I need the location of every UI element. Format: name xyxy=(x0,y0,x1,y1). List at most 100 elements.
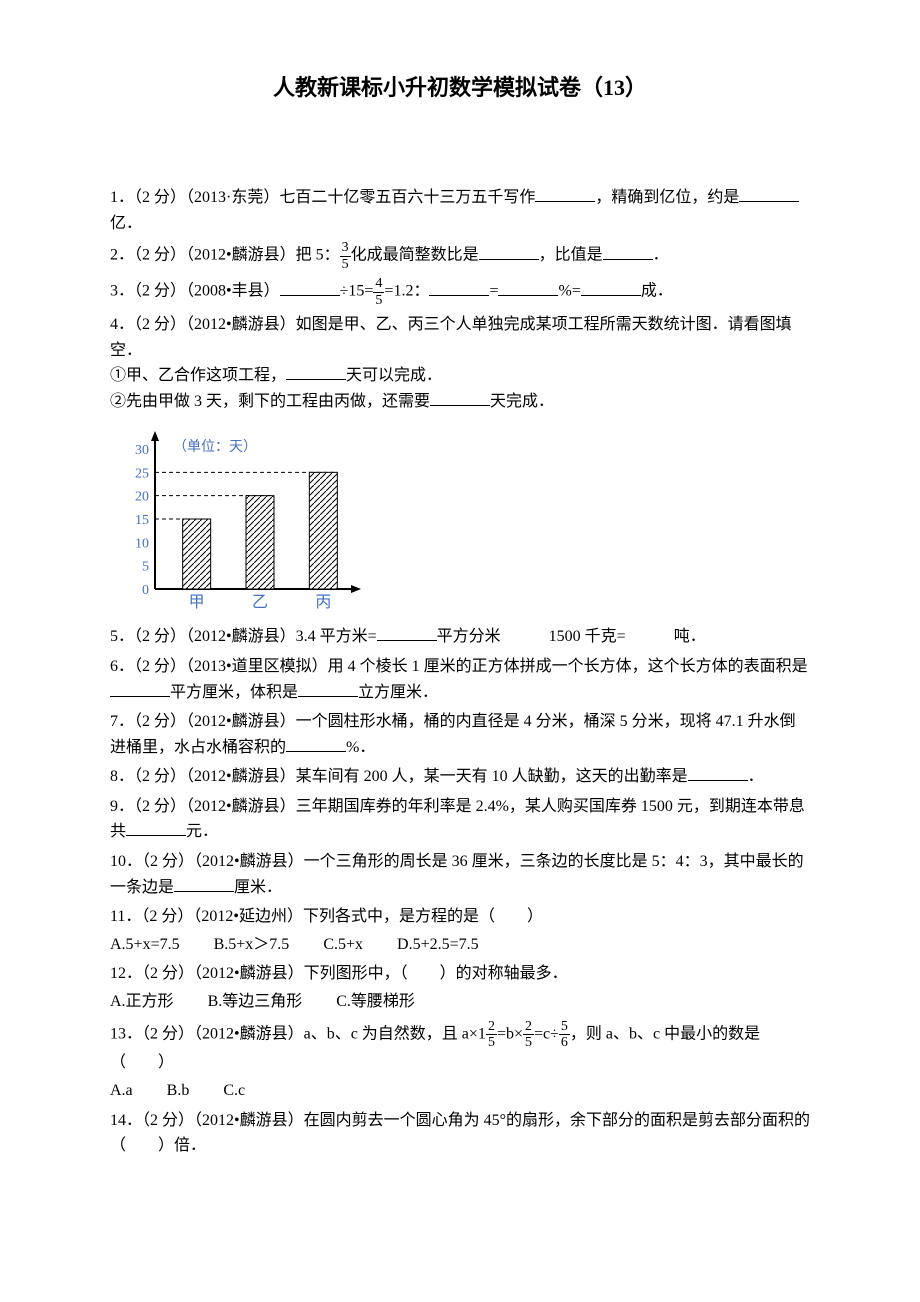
svg-text:乙: 乙 xyxy=(252,594,268,611)
q3-text6: 成． xyxy=(641,283,673,300)
question-6: 6．（2 分）（2013•道里区模拟）用 4 个棱长 1 厘米的正方体拼成一个长… xyxy=(110,654,810,705)
q12-optA: A.正方形 xyxy=(110,989,174,1015)
q11-stem: 11．（2 分）（2012•延边州）下列各式中，是方程的是（ ） xyxy=(110,904,810,930)
numerator: 3 xyxy=(340,240,351,256)
q5-text2: 平方分米 xyxy=(437,628,501,645)
svg-text:（单位：天）: （单位：天） xyxy=(173,439,257,455)
q6-text1: 6．（2 分）（2013•道里区模拟）用 4 个棱长 1 厘米的正方体拼成一个长… xyxy=(110,658,808,675)
blank xyxy=(603,244,653,260)
question-14: 14．（2 分）（2012•麟游县）在圆内剪去一个圆心角为 45°的扇形，余下部… xyxy=(110,1108,810,1159)
blank xyxy=(174,876,234,892)
q4-line2b: 天可以完成． xyxy=(346,367,442,384)
q8-text2: ． xyxy=(748,768,764,785)
svg-text:丙: 丙 xyxy=(315,594,331,611)
q2-text2: 化成最简整数比是 xyxy=(351,247,479,264)
q8-text1: 8．（2 分）（2012•麟游县）某车间有 200 人，某一天有 10 人缺勤，… xyxy=(110,768,688,785)
question-3: 3．（2 分）（2008•丰县） ÷15=45=1.2： = %= 成． xyxy=(110,276,810,308)
q13-text2: =b× xyxy=(497,1025,523,1042)
svg-text:25: 25 xyxy=(135,467,149,482)
q14-stem: 14．（2 分）（2012•麟游县）在圆内剪去一个圆心角为 45°的扇形，余下部… xyxy=(110,1108,810,1159)
svg-text:20: 20 xyxy=(135,490,149,505)
bar-chart: 0 5 10 15 20 25 30 （单位：天） 甲 乙 丙 xyxy=(110,419,810,619)
q12-stem: 12．（2 分）（2012•麟游县）下列图形中，（ ）的对称轴最多． xyxy=(110,961,810,987)
blank xyxy=(286,736,346,752)
q9-text2: 元． xyxy=(186,823,218,840)
denominator: 5 xyxy=(486,1035,497,1050)
blank xyxy=(429,280,489,296)
q4-line3a: ②先由甲做 3 天，剩下的工程由丙做，还需要 xyxy=(110,393,430,410)
q3-text5: %= xyxy=(558,283,580,300)
q4-line1: 4．（2 分）（2012•麟游县）如图是甲、乙、丙三个人单独完成某项工程所需天数… xyxy=(110,312,810,363)
q11-optC: C.5+x xyxy=(323,932,363,958)
blank xyxy=(535,186,595,202)
q6-text2: 平方厘米，体积是 xyxy=(170,684,298,701)
q13-optB: B.b xyxy=(167,1078,190,1104)
q11-optB: B.5+x＞7.5 xyxy=(214,932,290,958)
question-12: 12．（2 分）（2012•麟游县）下列图形中，（ ）的对称轴最多． A.正方形… xyxy=(110,961,810,1014)
numerator: 2 xyxy=(523,1019,534,1035)
q13-text3: =c÷ xyxy=(534,1025,559,1042)
denominator: 6 xyxy=(559,1035,570,1050)
svg-text:15: 15 xyxy=(135,513,149,528)
fraction: 35 xyxy=(340,240,351,272)
q11-optD: D.5+2.5=7.5 xyxy=(397,932,479,958)
question-13: 13．（2 分）（2012•麟游县）a、b、c 为自然数，且 a×125=b×2… xyxy=(110,1019,810,1104)
blank xyxy=(298,681,358,697)
q2-text3: ，比值是 xyxy=(539,247,603,264)
fraction: 25 xyxy=(486,1019,497,1051)
blank xyxy=(286,364,346,380)
q3-text4: = xyxy=(489,283,498,300)
q6-text3: 立方厘米． xyxy=(358,684,438,701)
svg-text:10: 10 xyxy=(135,537,149,552)
denominator: 5 xyxy=(340,257,351,272)
blank xyxy=(739,186,799,202)
q3-text1: 3．（2 分）（2008•丰县） xyxy=(110,283,280,300)
q13-optC: C.c xyxy=(223,1078,245,1104)
q7-text1: 7．（2 分）（2012•麟游县）一个圆柱形水桶，桶的内直径是 4 分米，桶深 … xyxy=(110,713,796,756)
q1-text2: ，精确到亿位，约是 xyxy=(595,189,739,206)
q5-text1: 5．（2 分）（2012•麟游县）3.4 平方米= xyxy=(110,628,377,645)
fraction: 25 xyxy=(523,1019,534,1051)
question-1: 1．（2 分）（2013·东莞）七百二十亿零五百六十三万五千写作，精确到亿位，约… xyxy=(110,185,810,236)
q13-optA: A.a xyxy=(110,1078,133,1104)
chart-svg: 0 5 10 15 20 25 30 （单位：天） 甲 乙 丙 xyxy=(110,419,370,619)
q1-text3: 亿． xyxy=(110,215,142,232)
blank xyxy=(479,244,539,260)
numerator: 4 xyxy=(373,276,384,292)
question-7: 7．（2 分）（2012•麟游县）一个圆柱形水桶，桶的内直径是 4 分米，桶深 … xyxy=(110,709,810,760)
question-11: 11．（2 分）（2012•延边州）下列各式中，是方程的是（ ） A.5+x=7… xyxy=(110,904,810,957)
blank xyxy=(377,625,437,641)
q13-text1: 13．（2 分）（2012•麟游县）a、b、c 为自然数，且 a×1 xyxy=(110,1025,486,1042)
svg-text:甲: 甲 xyxy=(189,594,205,611)
question-9: 9．（2 分）（2012•麟游县）三年期国库券的年利率是 2.4%，某人购买国库… xyxy=(110,794,810,845)
q7-text2: %． xyxy=(346,739,375,756)
q3-text2: ÷15= xyxy=(340,283,374,300)
q3-text3: =1.2： xyxy=(384,283,429,300)
denominator: 5 xyxy=(523,1035,534,1050)
q5-gap xyxy=(501,628,549,645)
q4-line3b: 天完成． xyxy=(490,393,554,410)
blank xyxy=(498,280,558,296)
svg-text:0: 0 xyxy=(142,583,149,598)
blank xyxy=(430,390,490,406)
blank xyxy=(110,681,170,697)
question-10: 10．（2 分）（2012•麟游县）一个三角形的周长是 36 厘米，三条边的长度… xyxy=(110,849,810,900)
question-8: 8．（2 分）（2012•麟游县）某车间有 200 人，某一天有 10 人缺勤，… xyxy=(110,764,810,790)
question-5: 5．（2 分）（2012•麟游县）3.4 平方米=平方分米 1500 千克= 吨… xyxy=(110,624,810,650)
question-4: 4．（2 分）（2012•麟游县）如图是甲、乙、丙三个人单独完成某项工程所需天数… xyxy=(110,312,810,414)
fraction: 45 xyxy=(373,276,384,308)
numerator: 5 xyxy=(559,1019,570,1035)
svg-text:5: 5 xyxy=(142,560,149,575)
svg-text:30: 30 xyxy=(135,443,149,458)
q2-text1: 2．（2 分）（2012•麟游县）把 5： xyxy=(110,247,340,264)
page-title: 人教新课标小升初数学模拟试卷（13） xyxy=(110,70,810,105)
q4-line2a: ①甲、乙合作这项工程， xyxy=(110,367,286,384)
blank xyxy=(688,765,748,781)
fraction: 56 xyxy=(559,1019,570,1051)
blank xyxy=(280,280,340,296)
blank xyxy=(581,280,641,296)
numerator: 2 xyxy=(486,1019,497,1035)
q12-optB: B.等边三角形 xyxy=(208,989,303,1015)
q12-optC: C.等腰梯形 xyxy=(336,989,415,1015)
question-2: 2．（2 分）（2012•麟游县）把 5：35化成最简整数比是，比值是． xyxy=(110,240,810,272)
